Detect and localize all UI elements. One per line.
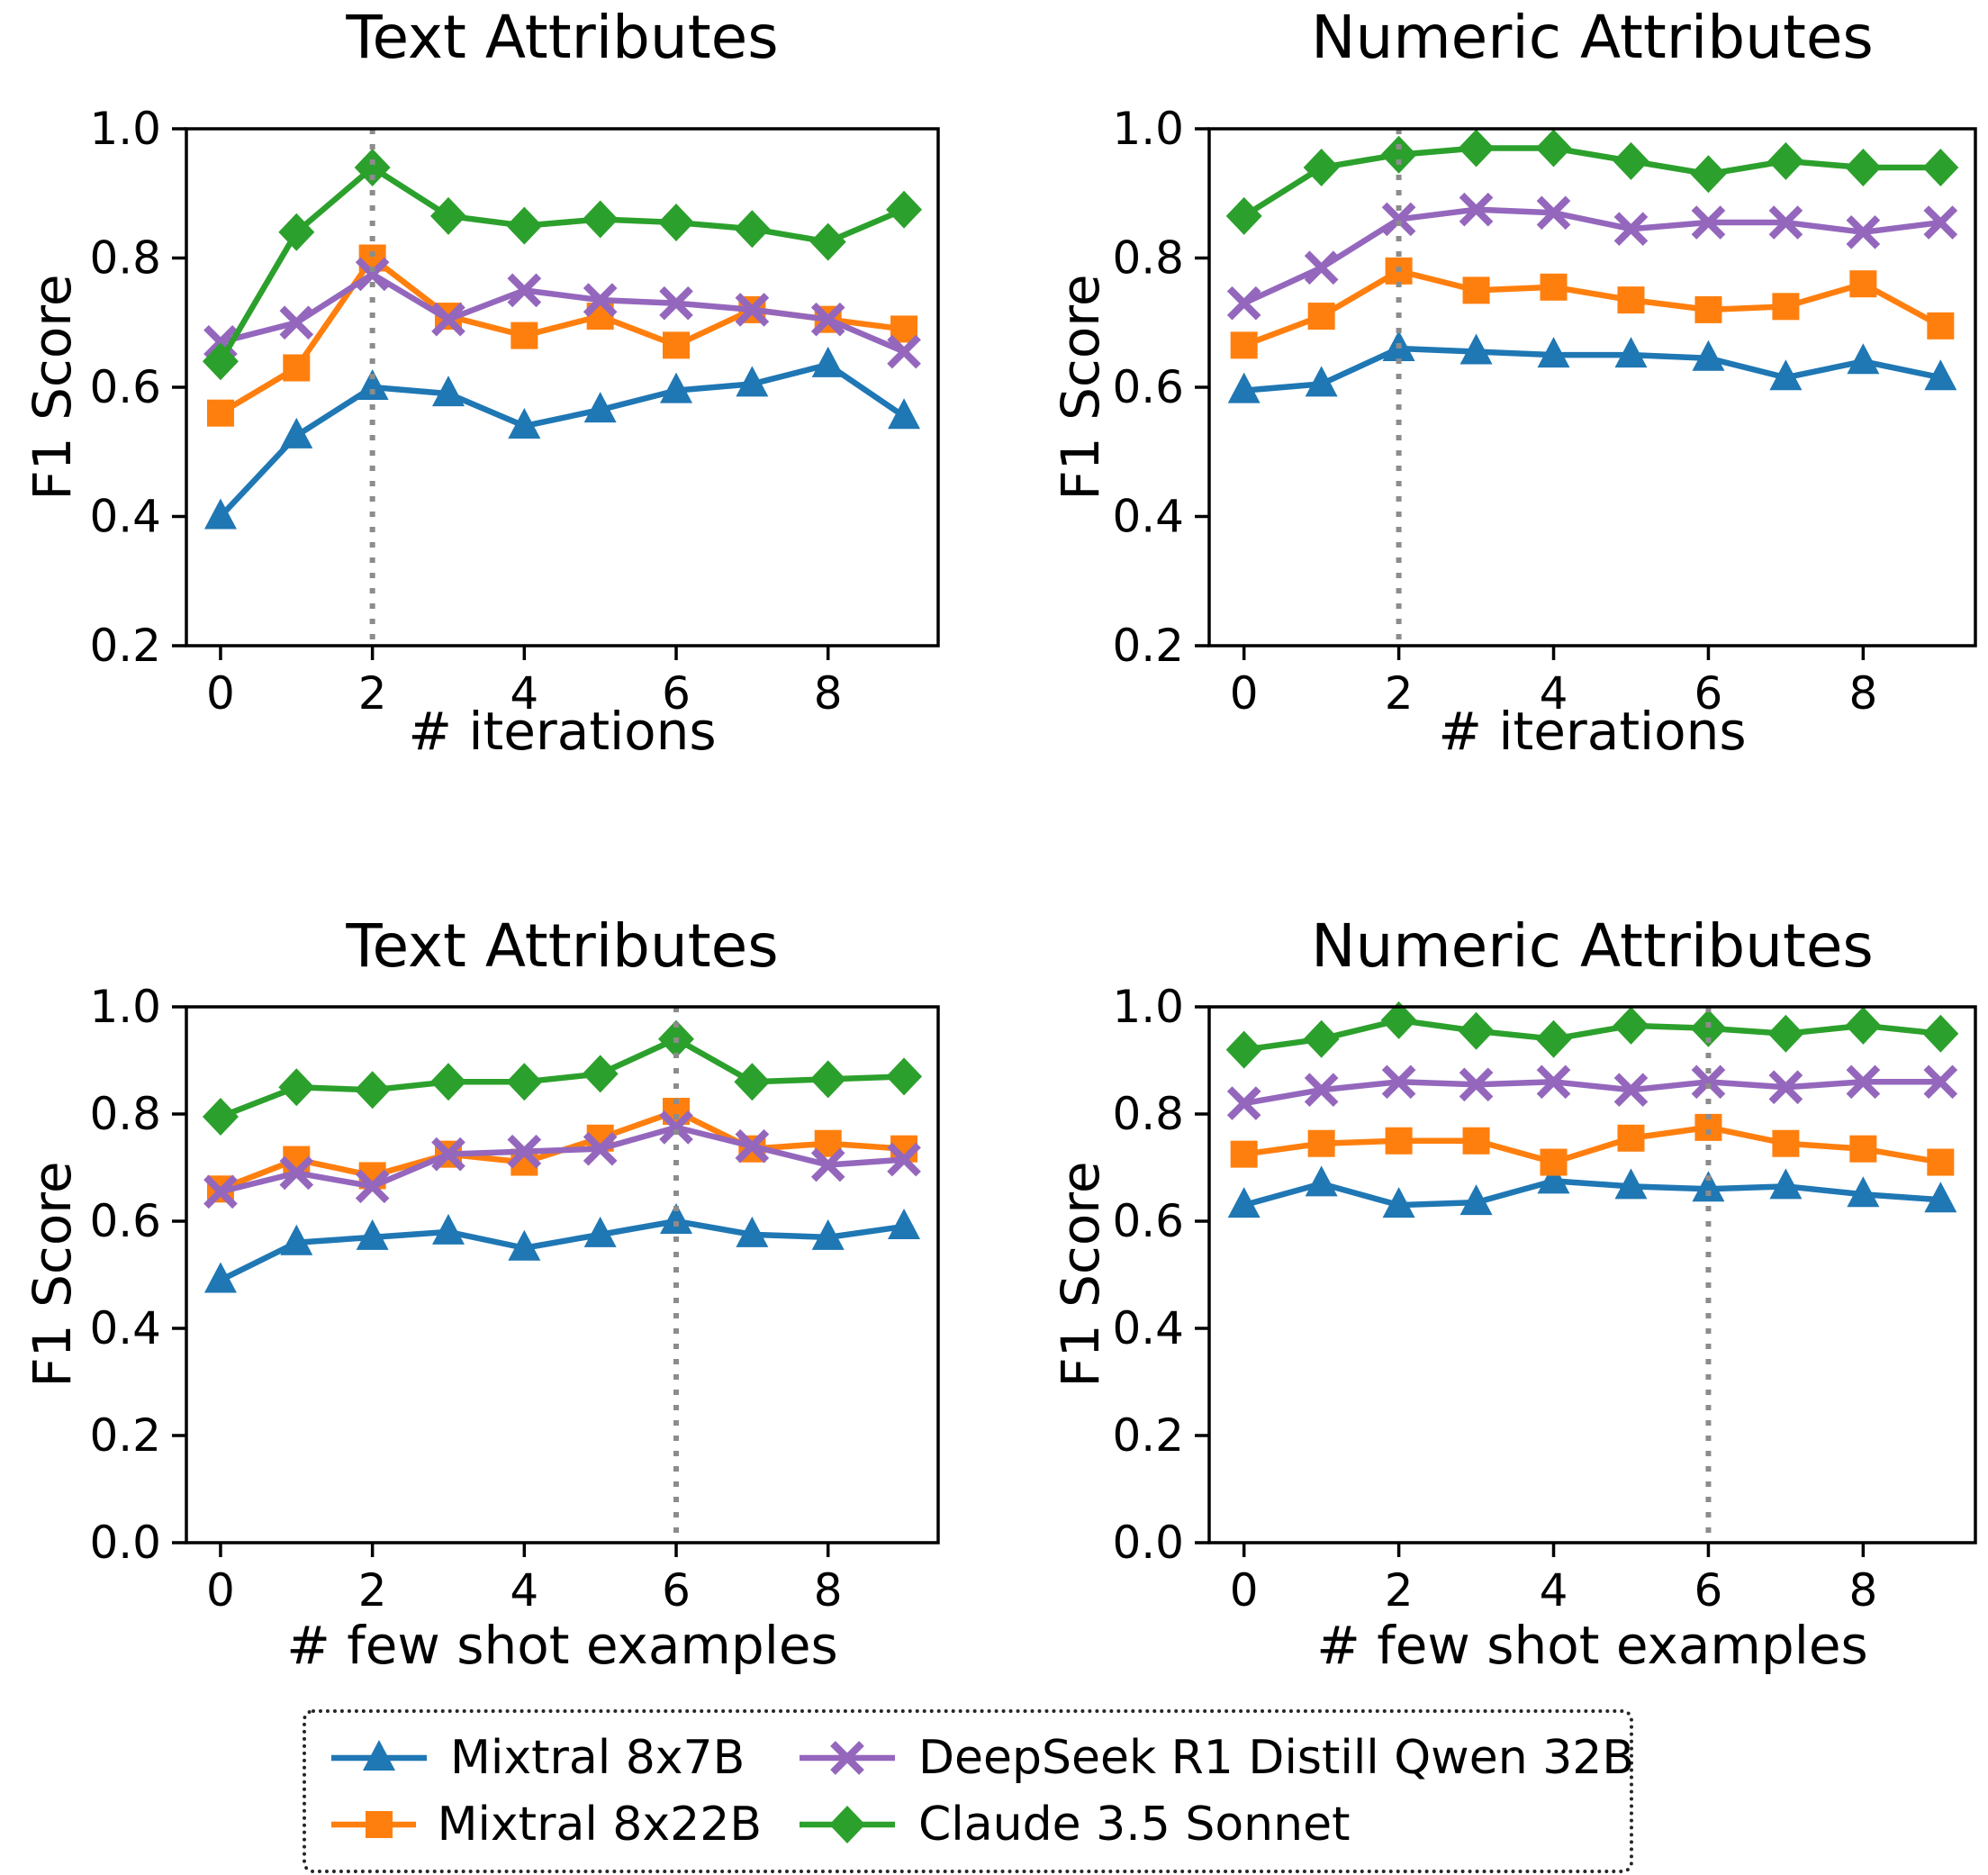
svg-text:0.4: 0.4 [89,1302,161,1354]
plot-area: 0.2 0.4 0.6 0.8 1.0 0 2 4 6 8 [1112,103,1977,720]
legend-item-deepseek-r1-distill-qwen-32b: DeepSeek R1 Distill Qwen 32B [798,1731,1634,1785]
line-triangle-marker-icon [331,1740,427,1771]
svg-text:4: 4 [510,1564,538,1617]
svg-text:1.0: 1.0 [89,981,161,1033]
svg-text:2: 2 [1385,1564,1414,1617]
x-axis-label: # few shot examples [286,1615,838,1676]
svg-text:4: 4 [1540,667,1568,720]
plot-area: 0.0 0.2 0.4 0.6 0.8 1.0 0 2 4 6 8 [1112,981,1977,1617]
legend-label: Claude 3.5 Sonnet [918,1798,1351,1852]
svg-text:2: 2 [358,1564,387,1617]
x-axis-label: # iterations [408,701,717,762]
legend-label: Mixtral 8x22B [437,1798,762,1852]
x-axis-label: # iterations [1438,701,1747,762]
svg-text:1.0: 1.0 [1112,103,1184,155]
svg-text:6: 6 [1694,1564,1723,1617]
y-axis-label: F1 Score [1050,1161,1111,1388]
svg-text:2: 2 [1385,667,1414,720]
svg-text:0.4: 0.4 [1112,1302,1184,1354]
y-axis-label: F1 Score [22,1161,83,1388]
svg-text:1.0: 1.0 [89,103,161,155]
svg-text:0.6: 0.6 [89,1195,161,1247]
svg-text:0: 0 [206,1564,235,1617]
svg-text:0.2: 0.2 [89,1409,161,1462]
svg-text:0.8: 0.8 [89,1088,161,1140]
plot-area: 0.0 0.2 0.4 0.6 0.8 1.0 0 2 4 6 8 [89,981,940,1617]
svg-text:0: 0 [206,667,235,720]
line-diamond-marker-icon [800,1806,895,1843]
chart-title: Text Attributes [346,3,779,72]
y-axis-label: F1 Score [22,274,83,501]
legend-label: Mixtral 8x7B [450,1731,746,1785]
plot-area: 0.2 0.4 0.6 0.8 1.0 0 2 4 6 8 [89,103,940,720]
svg-text:8: 8 [814,667,843,720]
line-square-marker-icon [331,1811,416,1838]
svg-text:0.6: 0.6 [1112,1195,1184,1247]
svg-text:8: 8 [1848,667,1877,720]
svg-text:0.6: 0.6 [1112,361,1184,413]
svg-text:0.0: 0.0 [1112,1517,1184,1569]
line-x-marker-icon [800,1741,895,1775]
svg-text:0.8: 0.8 [1112,232,1184,285]
svg-text:0.4: 0.4 [89,491,161,543]
svg-text:0.2: 0.2 [89,620,161,672]
svg-text:0.4: 0.4 [1112,491,1184,543]
legend: Mixtral 8x7B Mixtral 8x22B DeepSeek R1 D… [303,1709,1634,1873]
svg-text:2: 2 [358,667,387,720]
legend-item-mixtral-8x22b: Mixtral 8x22B [330,1798,762,1852]
chart-title: Text Attributes [346,911,779,981]
chart-title: Numeric Attributes [1311,911,1874,981]
svg-text:0.0: 0.0 [89,1517,161,1569]
legend-label: DeepSeek R1 Distill Qwen 32B [918,1731,1635,1785]
chart-numeric-attributes-iterations: 0.2 0.4 0.6 0.8 1.0 0 2 4 6 8 Numeric Attributes … [994,0,1988,820]
svg-text:8: 8 [814,1564,843,1617]
y-axis-label: F1 Score [1050,274,1111,501]
legend-item-claude-3-5-sonnet: Claude 3.5 Sonnet [798,1798,1634,1852]
legend-item-mixtral-8x7b: Mixtral 8x7B [330,1731,762,1785]
svg-text:1.0: 1.0 [1112,981,1184,1033]
svg-text:8: 8 [1848,1564,1877,1617]
svg-text:6: 6 [1694,667,1723,720]
chart-text-attributes-iterations: 0.2 0.4 0.6 0.8 1.0 0 2 4 6 8 Text Attributes F1 … [0,0,994,820]
svg-text:4: 4 [510,667,538,720]
svg-text:6: 6 [662,667,691,720]
chart-numeric-attributes-fewshot: 0.0 0.2 0.4 0.6 0.8 1.0 0 2 4 6 8 Numeric Attribut… [994,878,1988,1707]
svg-text:4: 4 [1540,1564,1568,1617]
svg-text:0.2: 0.2 [1112,620,1184,672]
chart-title: Numeric Attributes [1311,3,1874,72]
x-axis-label: # few shot examples [1316,1615,1868,1676]
svg-text:0: 0 [1230,667,1259,720]
svg-text:0.8: 0.8 [1112,1088,1184,1140]
chart-text-attributes-fewshot: 0.0 0.2 0.4 0.6 0.8 1.0 0 2 4 6 8 Text Attributes … [0,878,994,1707]
svg-text:0: 0 [1230,1564,1259,1617]
svg-text:0.6: 0.6 [89,361,161,413]
svg-text:6: 6 [662,1564,691,1617]
svg-text:0.8: 0.8 [89,232,161,285]
svg-text:0.2: 0.2 [1112,1409,1184,1462]
